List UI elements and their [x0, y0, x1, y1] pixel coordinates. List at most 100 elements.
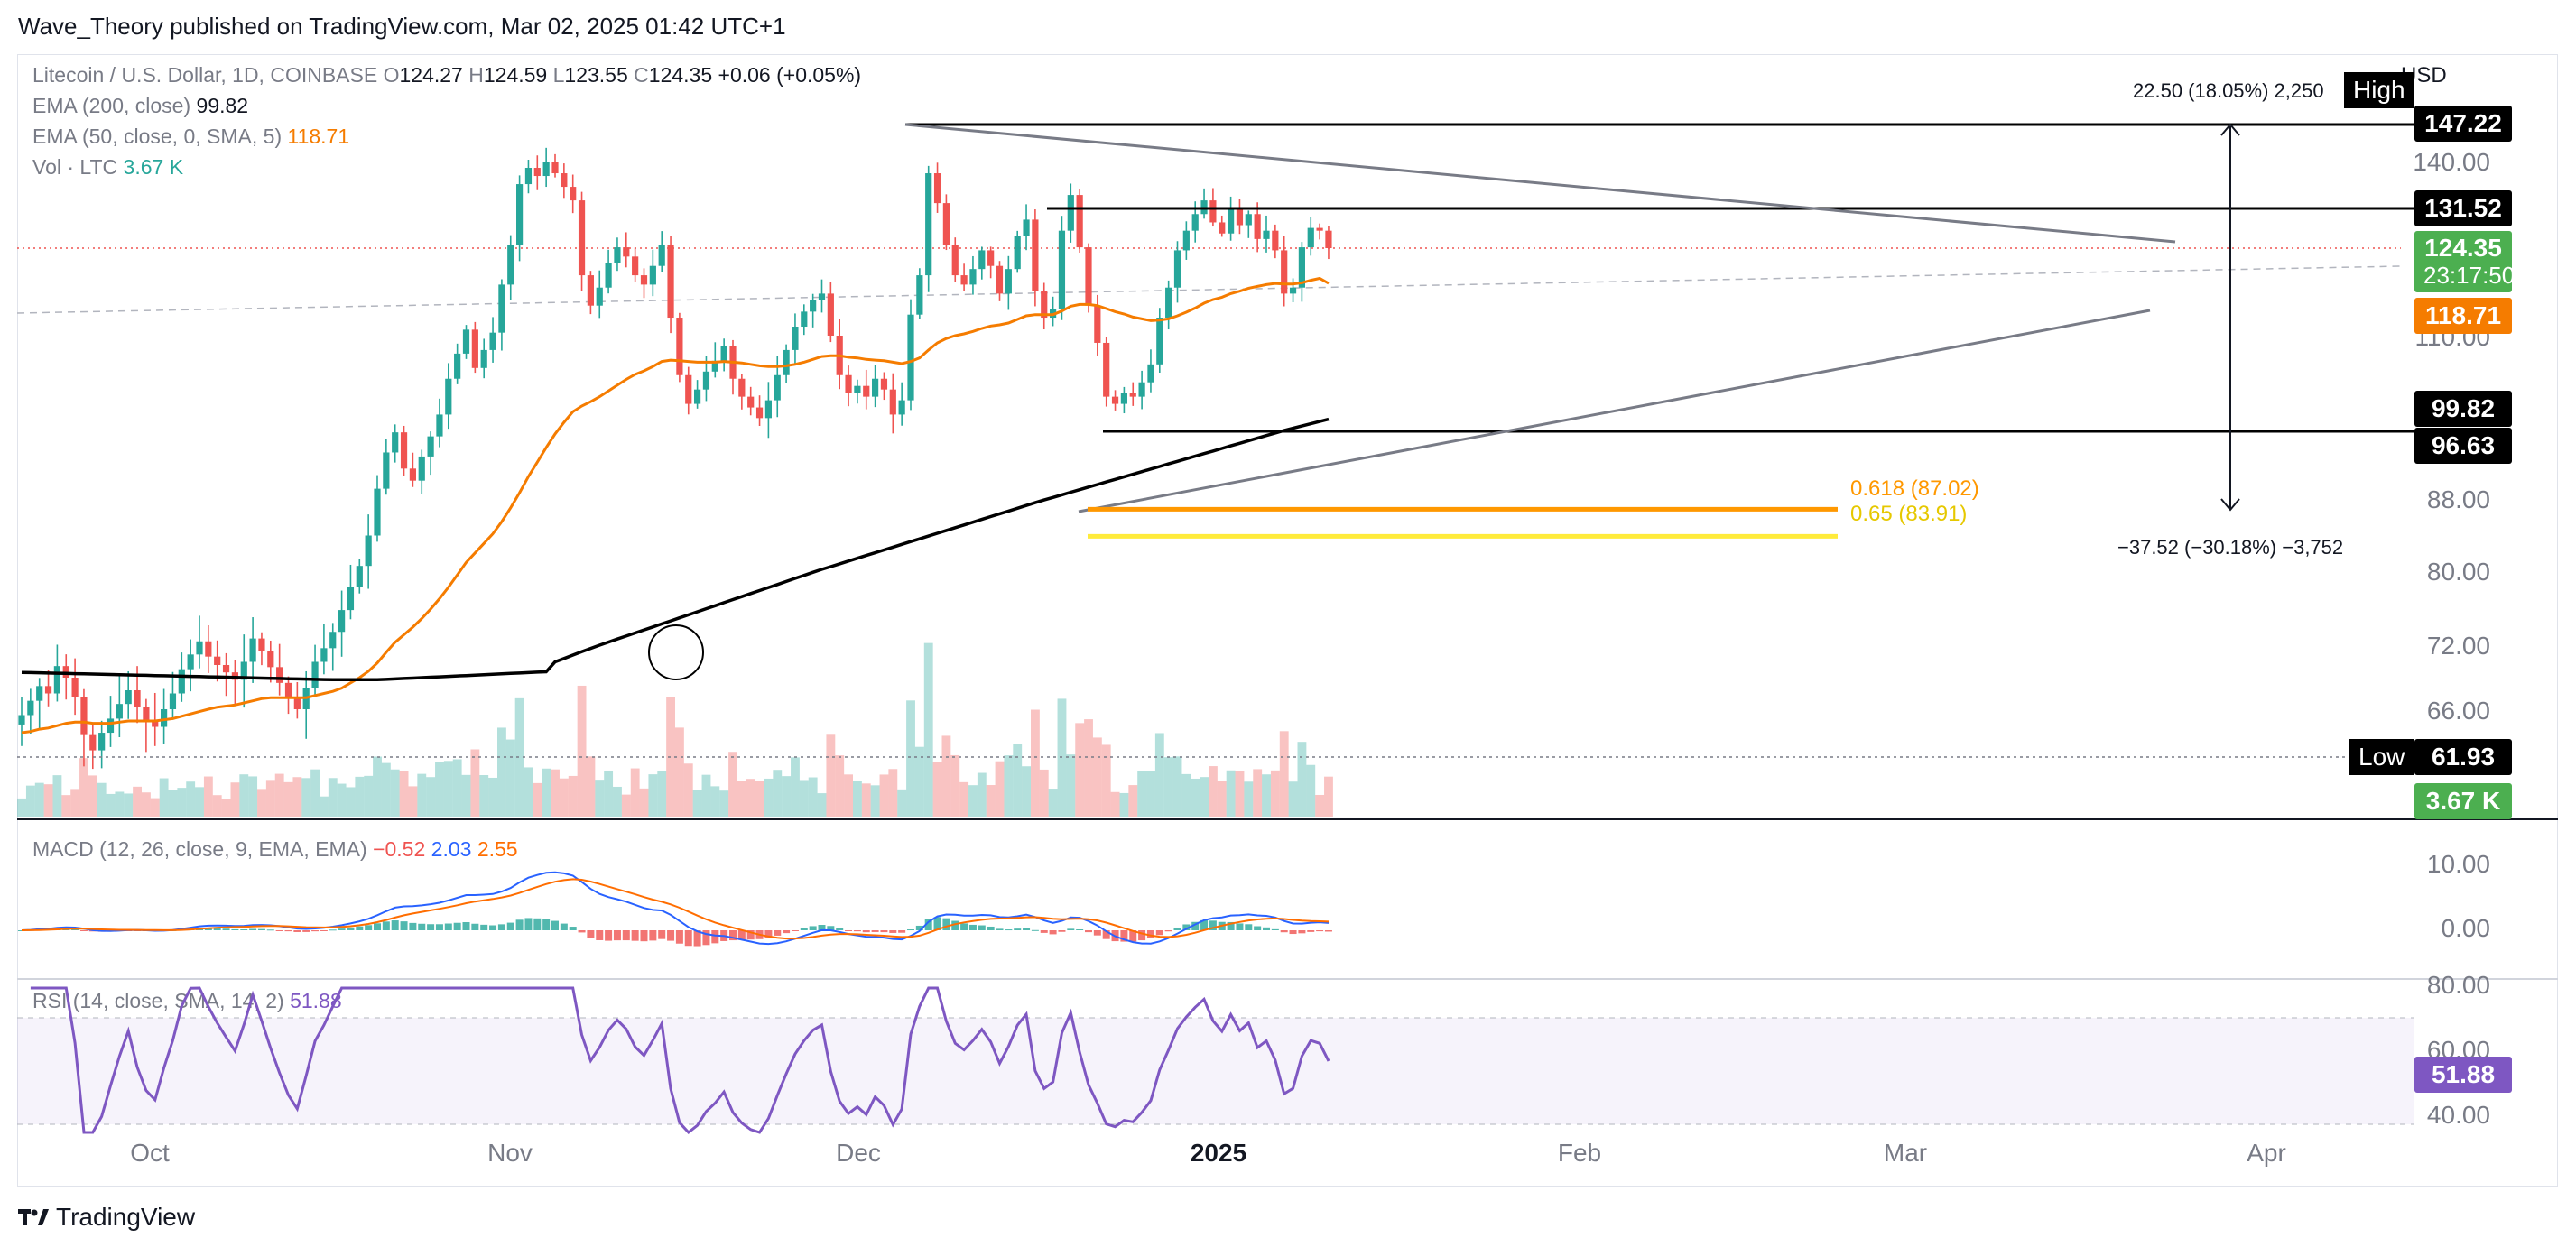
- ema200-legend[interactable]: EMA (200, close) 99.82: [32, 94, 248, 118]
- volume-bar: [301, 778, 311, 817]
- volume-bar: [923, 642, 933, 817]
- macd-histogram-bar: [764, 930, 773, 938]
- macd-histogram-bar: [347, 927, 355, 930]
- price-axis-label: 80.00: [2426, 558, 2490, 586]
- macd-histogram-bar: [818, 925, 826, 930]
- volume-bar: [177, 788, 187, 817]
- range-top-annotation: 22.50 (18.05%) 2,250: [2133, 79, 2324, 102]
- macd-histogram-bar: [1102, 930, 1110, 939]
- candle: [1032, 219, 1039, 291]
- candle: [738, 378, 746, 397]
- macd-histogram-bar: [1271, 928, 1279, 930]
- rsi-badge: 51.88: [2414, 1057, 2512, 1093]
- ema200-badge: 99.82: [2414, 391, 2512, 427]
- candle: [178, 669, 185, 694]
- candle: [1272, 230, 1279, 251]
- macd-legend[interactable]: MACD (12, 26, close, 9, EMA, EMA) −0.52 …: [32, 837, 518, 862]
- candle: [872, 378, 879, 397]
- candle: [702, 371, 710, 390]
- candle: [1094, 305, 1101, 343]
- macd-histogram-bar: [898, 930, 906, 933]
- volume-bar: [88, 775, 97, 817]
- volume-bar: [417, 773, 427, 817]
- volume-legend[interactable]: Vol · LTC 3.67 K: [32, 155, 183, 180]
- candle: [1005, 269, 1012, 294]
- candle: [436, 414, 443, 437]
- tradingview-wordmark: TradingView: [56, 1203, 196, 1231]
- macd-histogram-bar: [1298, 930, 1306, 934]
- volume-bar: [1244, 781, 1254, 817]
- macd-histogram-bar: [418, 923, 426, 930]
- volume-bar: [34, 782, 44, 817]
- volume-bar: [381, 762, 391, 817]
- volume-bar: [1004, 755, 1014, 817]
- macd-histogram-bar: [249, 928, 257, 930]
- candle: [1209, 200, 1217, 223]
- ema50-legend[interactable]: EMA (50, close, 0, SMA, 5) 118.71: [32, 125, 349, 149]
- volume-bar: [292, 777, 302, 817]
- candle: [1254, 214, 1261, 239]
- candle: [1041, 291, 1048, 319]
- volume-bar: [950, 754, 960, 817]
- macd-histogram-bar: [693, 930, 701, 947]
- candle: [933, 173, 941, 204]
- volume-bar: [621, 794, 631, 817]
- candle: [462, 329, 470, 354]
- ema50-line: [21, 276, 1330, 734]
- candle: [889, 389, 896, 415]
- volume-bar: [977, 772, 987, 817]
- price-change: +0.06 (+0.05%): [718, 63, 862, 87]
- candle: [338, 610, 346, 633]
- x-axis-label: Dec: [836, 1139, 881, 1167]
- macd-histogram-bar: [427, 924, 435, 930]
- candle: [383, 452, 390, 489]
- volume-bar: [1066, 754, 1076, 817]
- candle: [1076, 195, 1083, 248]
- volume-bar: [239, 774, 249, 817]
- candle: [1120, 393, 1127, 404]
- volume-bar: [1200, 777, 1209, 817]
- macd-histogram-bar: [737, 930, 746, 940]
- volume-bar: [230, 782, 240, 817]
- macd-histogram-bar: [506, 922, 514, 930]
- macd-histogram-bar: [1307, 930, 1315, 932]
- symbol-name[interactable]: Litecoin / U.S. Dollar, 1D, COINBASE: [32, 63, 378, 87]
- macd-histogram-bar: [18, 930, 25, 931]
- candle: [480, 349, 487, 368]
- candle: [409, 468, 416, 481]
- macd-histogram-bar: [1076, 928, 1084, 930]
- symbol-legend[interactable]: Litecoin / U.S. Dollar, 1D, COINBASE O12…: [32, 63, 861, 88]
- x-axis-label: 2025: [1190, 1139, 1247, 1167]
- fib-65-label: 0.65 (83.91): [1850, 502, 1968, 526]
- candle: [561, 173, 568, 188]
- macd-histogram-bar: [845, 930, 853, 931]
- macd-histogram-bar: [871, 930, 879, 932]
- macd-histogram-bar: [338, 928, 346, 930]
- macd-histogram-bar: [853, 930, 861, 932]
- candle: [818, 293, 826, 300]
- macd-histogram-bar: [783, 930, 791, 934]
- volume-bar: [265, 780, 275, 817]
- volume-bar: [1110, 791, 1120, 817]
- candle: [516, 184, 524, 245]
- macd-histogram-bar: [560, 923, 568, 930]
- volume-bar: [639, 788, 649, 817]
- candle: [169, 693, 177, 709]
- macd-histogram-bar: [320, 930, 328, 931]
- volume-bar: [1092, 737, 1102, 817]
- macd-signal-line: [21, 878, 1330, 940]
- macd-histogram-bar: [889, 930, 897, 933]
- volume-bar: [186, 781, 196, 817]
- candle: [134, 690, 141, 707]
- volume-bar: [968, 785, 978, 817]
- candle: [1058, 230, 1066, 309]
- candle: [214, 656, 221, 665]
- volume-bar: [310, 769, 320, 817]
- volume-bar: [497, 727, 506, 817]
- tradingview-logo[interactable]: TradingView: [18, 1203, 195, 1232]
- candle: [720, 346, 727, 361]
- last-price-value: 124.35: [2424, 234, 2502, 262]
- macd-histogram-bar: [987, 926, 995, 930]
- volume-bar: [514, 697, 524, 817]
